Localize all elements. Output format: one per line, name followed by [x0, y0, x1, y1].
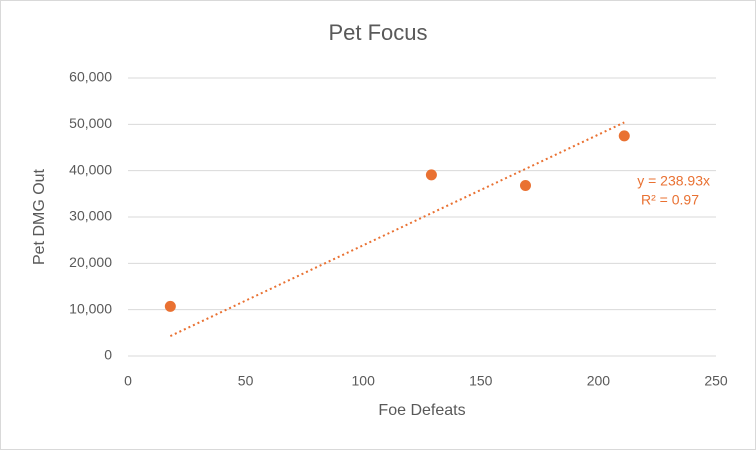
x-axis-label: Foe Defeats	[378, 402, 465, 419]
data-point	[425, 169, 437, 181]
data-point	[164, 300, 176, 312]
x-tick-label: 0	[124, 373, 132, 389]
x-tick-label: 50	[238, 373, 254, 389]
y-tick-label: 50,000	[69, 115, 112, 131]
x-tick-label: 200	[587, 373, 611, 389]
data-point	[618, 130, 630, 142]
y-tick-label: 10,000	[69, 300, 112, 316]
trendline-equation: y = 238.93x	[637, 173, 710, 189]
x-tick-label: 150	[469, 373, 493, 389]
y-tick-label: 40,000	[69, 161, 112, 177]
chart-title: Pet Focus	[328, 20, 427, 45]
y-axis-label: Pet DMG Out	[31, 168, 48, 265]
y-tick-label: 60,000	[69, 69, 112, 85]
trendline	[169, 121, 625, 337]
y-tick-label: 20,000	[69, 254, 112, 270]
trendline-r2: R² = 0.97	[641, 192, 699, 208]
x-tick-label: 250	[704, 373, 728, 389]
y-tick-label: 30,000	[69, 208, 112, 224]
y-tick-label: 0	[104, 347, 112, 363]
x-tick-label: 100	[352, 373, 376, 389]
data-point	[519, 179, 531, 191]
